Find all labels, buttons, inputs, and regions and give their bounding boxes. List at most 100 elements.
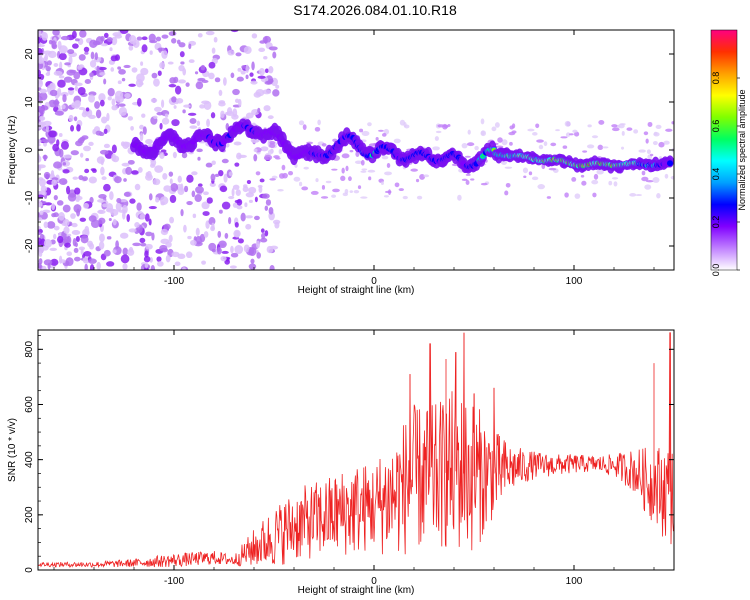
spectrogram-noise-speck xyxy=(480,130,485,136)
spectrogram-noise-speck xyxy=(140,61,144,66)
spectrogram-noise-speck xyxy=(497,137,503,143)
spectrogram-noise-speck xyxy=(107,96,112,101)
spectrogram-noise-speck xyxy=(258,186,263,193)
spectrogram-noise-speck xyxy=(644,184,652,190)
spectrogram-noise-speck xyxy=(266,245,274,254)
spectrogram-noise-speck xyxy=(71,229,81,235)
spectrogram-noise-speck xyxy=(121,77,126,82)
spectrogram-noise-speck xyxy=(163,223,171,230)
spectrogram-noise-speck xyxy=(38,111,41,117)
spectrogram-noise-speck xyxy=(277,189,284,192)
spectrogram-noise-speck xyxy=(160,201,165,206)
spectrogram-noise-speck xyxy=(120,254,130,264)
snr-y-tick-label: 0 xyxy=(24,567,35,573)
spectrogram-noise-speck xyxy=(169,178,173,185)
spectrogram-noise-speck xyxy=(465,179,470,185)
spectrogram-noise-speck xyxy=(45,72,51,77)
spectrogram-noise-speck xyxy=(128,83,136,87)
colorbar-tick-label: 0.2 xyxy=(711,216,721,229)
spectrogram-noise-speck xyxy=(111,144,117,154)
spectrogram-noise-speck xyxy=(196,148,203,153)
spectrogram-noise-speck xyxy=(40,185,48,192)
spectrogram-noise-speck xyxy=(74,85,78,92)
snr-axes: -100 0 100 0 200 400 600 800 xyxy=(24,330,674,587)
spectrogram-noise-speck xyxy=(53,194,58,201)
spectrogram-noise-speck xyxy=(99,233,105,243)
spectrogram-noise-speck xyxy=(68,114,74,122)
spectrogram-noise-speck xyxy=(141,36,148,41)
spectrogram-noise-speck xyxy=(168,83,177,88)
spectrogram-noise-speck xyxy=(159,62,166,69)
spectrogram-noise-speck xyxy=(78,106,86,111)
spectrogram-noise-speck xyxy=(152,178,161,186)
spectrogram-noise-speck xyxy=(51,213,57,218)
spectrogram-noise-speck xyxy=(51,179,58,186)
spectrogram-noise-speck xyxy=(621,146,625,150)
spectrogram-noise-speck xyxy=(98,93,106,102)
spectrogram-noise-speck xyxy=(170,183,179,192)
spectrogram-noise-speck xyxy=(183,224,187,233)
spectrogram-noise-speck xyxy=(139,124,144,130)
spectrogram-noise-speck xyxy=(248,247,257,257)
spectrogram-noise-speck xyxy=(210,112,216,119)
spectrogram-noise-speck xyxy=(58,178,68,185)
spectrogram-x-axis-label: Height of straight line (km) xyxy=(298,285,415,296)
spectrogram-noise-speck xyxy=(115,240,119,250)
spectrogram-noise-speck xyxy=(70,213,76,219)
spectrogram-noise-speck xyxy=(112,32,122,37)
spectrogram-noise-speck xyxy=(180,209,184,217)
colorbar-gradient xyxy=(710,29,738,271)
spectrogram-noise-speck xyxy=(572,129,578,133)
spectrogram-noise-speck xyxy=(611,124,618,128)
spectrogram-noise-speck xyxy=(480,118,485,125)
spectrogram-noise-speck xyxy=(234,162,240,167)
spectrogram-noise-speck xyxy=(59,148,64,158)
spectrogram-noise-speck xyxy=(123,178,127,182)
spectrogram-noise-speck xyxy=(178,79,187,84)
spectrogram-noise-speck xyxy=(98,66,107,71)
snr-x-axis-label: Height of straight line (km) xyxy=(298,585,415,596)
spectrogram-noise-speck xyxy=(38,225,41,230)
spectrogram-noise-speck xyxy=(149,256,153,263)
spectrogram-noise-speck xyxy=(655,124,662,129)
spectrogram-noise-speck xyxy=(288,170,294,176)
spectrogram-noise-speck xyxy=(112,249,117,254)
spectrogram-noise-speck xyxy=(201,100,210,105)
spectrogram-noise-speck xyxy=(145,138,153,145)
spectrogram-noise-speck xyxy=(160,228,169,236)
spectrogram-noise-speck xyxy=(432,146,440,151)
spectrogram-noise-speck xyxy=(103,32,109,38)
spectrogram-noise-speck xyxy=(186,174,194,183)
spectrogram-noise-speck xyxy=(107,87,115,97)
spectrogram-noise-speck xyxy=(103,249,111,257)
spectrogram-noise-speck xyxy=(223,173,228,183)
spectrogram-noise-speck xyxy=(192,213,197,219)
spectrogram-noise-speck xyxy=(39,210,44,216)
spectrogram-noise-speck xyxy=(171,96,177,103)
spectrogram-noise-speck xyxy=(194,71,199,75)
spectrogram-noise-speck xyxy=(65,233,72,237)
spectrogram-noise-speck xyxy=(70,150,79,156)
spectrogram-noise-speck xyxy=(384,171,392,176)
spectrogram-noise-speck xyxy=(46,60,52,66)
spectrogram-noise-speck xyxy=(209,182,216,187)
spectrogram-noise-speck xyxy=(53,106,59,113)
spectrogram-noise-speck xyxy=(218,209,223,214)
spectrogram-noise-speck xyxy=(111,98,116,106)
spectrogram-noise-speck xyxy=(562,145,568,149)
spectrogram-noise-speck xyxy=(190,239,197,246)
spectrogram-noise-speck xyxy=(74,82,83,87)
spectrogram-noise-speck xyxy=(153,115,158,119)
spectrogram-noise-speck xyxy=(74,242,78,248)
spectrogram-noise-speck xyxy=(79,30,87,38)
spectrogram-noise-speck xyxy=(349,190,354,194)
spectrogram-noise-speck xyxy=(269,265,275,270)
spectrogram-noise-speck xyxy=(124,92,131,99)
spectrogram-noise-speck xyxy=(248,186,257,194)
spectrogram-noise-speck xyxy=(124,141,131,148)
spectrogram-noise-speck xyxy=(189,125,198,129)
spectrogram-noise-speck xyxy=(185,251,193,259)
spectrogram-noise-speck xyxy=(62,218,70,227)
spectrogram-noise-speck xyxy=(157,70,162,76)
spectrogram-noise-speck xyxy=(118,69,126,75)
